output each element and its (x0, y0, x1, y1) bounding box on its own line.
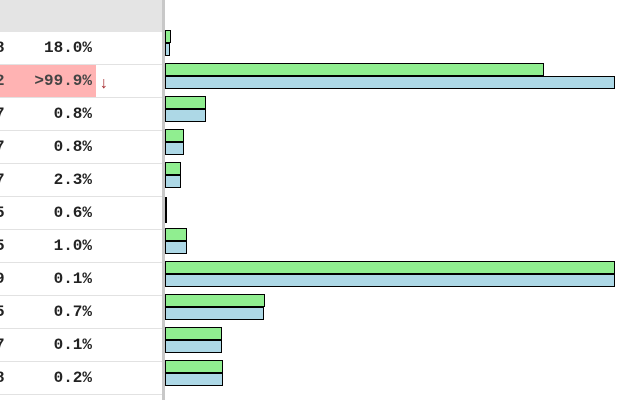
bar-blue (165, 175, 182, 188)
bar-blue (165, 109, 206, 122)
table-header (0, 0, 162, 32)
row-percent: 1.0% (53, 237, 92, 255)
row-id: 7 (0, 171, 5, 189)
table-row[interactable]: 5 0.7% (0, 296, 162, 329)
table-row[interactable]: 7 0.1% (0, 329, 162, 362)
row-id: 5 (0, 237, 5, 255)
down-arrow-icon: ↓ (99, 75, 109, 93)
bar-green (165, 261, 615, 274)
bar-zero (165, 197, 167, 223)
row-percent: 0.8% (53, 138, 92, 156)
bar-green (165, 162, 182, 175)
bar-green (165, 360, 224, 373)
table-body: 8 18.0% 2 >99.9% ↓ 7 0.8% 7 0.8% 7 2.3% 5 0.6% 5 1.0% 9… (0, 32, 162, 395)
table-row[interactable]: 8 0.2% (0, 362, 162, 395)
row-id: 7 (0, 336, 5, 354)
row-id: 7 (0, 105, 5, 123)
bar-green (165, 30, 171, 43)
pane-splitter[interactable] (162, 0, 165, 400)
bar-green (165, 63, 544, 76)
row-id: 9 (0, 270, 5, 288)
bar-green (165, 96, 206, 109)
bar-blue (165, 241, 188, 254)
bar-blue (165, 43, 170, 56)
row-percent: 0.1% (53, 336, 92, 354)
bar-green (165, 294, 266, 307)
bar-green (165, 129, 184, 142)
highlight-cell (0, 65, 96, 97)
row-percent: 18.0% (43, 39, 92, 57)
row-id: 2 (0, 72, 5, 90)
table-row[interactable]: 7 0.8% (0, 131, 162, 164)
row-id: 5 (0, 204, 5, 222)
row-percent: 0.2% (53, 369, 92, 387)
bar-green (165, 228, 188, 241)
table-row[interactable]: 9 0.1% (0, 263, 162, 296)
table-row[interactable]: 2 >99.9% ↓ (0, 65, 162, 98)
row-id: 8 (0, 369, 5, 387)
row-percent: 2.3% (53, 171, 92, 189)
bar-green (165, 327, 223, 340)
bar-blue (165, 373, 224, 386)
bar-blue (165, 274, 615, 287)
table-row[interactable]: 5 1.0% (0, 230, 162, 263)
bar-blue (165, 307, 264, 320)
row-id: 8 (0, 39, 5, 57)
table-row[interactable]: 5 0.6% (0, 197, 162, 230)
row-id: 7 (0, 138, 5, 156)
table-row[interactable]: 8 18.0% (0, 32, 162, 65)
row-percent: 0.6% (53, 204, 92, 222)
bar-blue (165, 340, 223, 353)
row-percent: 0.1% (53, 270, 92, 288)
row-percent: 0.7% (53, 303, 92, 321)
row-id: 5 (0, 303, 5, 321)
table-row[interactable]: 7 2.3% (0, 164, 162, 197)
bar-blue (165, 76, 615, 89)
row-percent: >99.9% (34, 72, 92, 90)
bar-blue (165, 142, 184, 155)
row-percent: 0.8% (53, 105, 92, 123)
table-row[interactable]: 7 0.8% (0, 98, 162, 131)
